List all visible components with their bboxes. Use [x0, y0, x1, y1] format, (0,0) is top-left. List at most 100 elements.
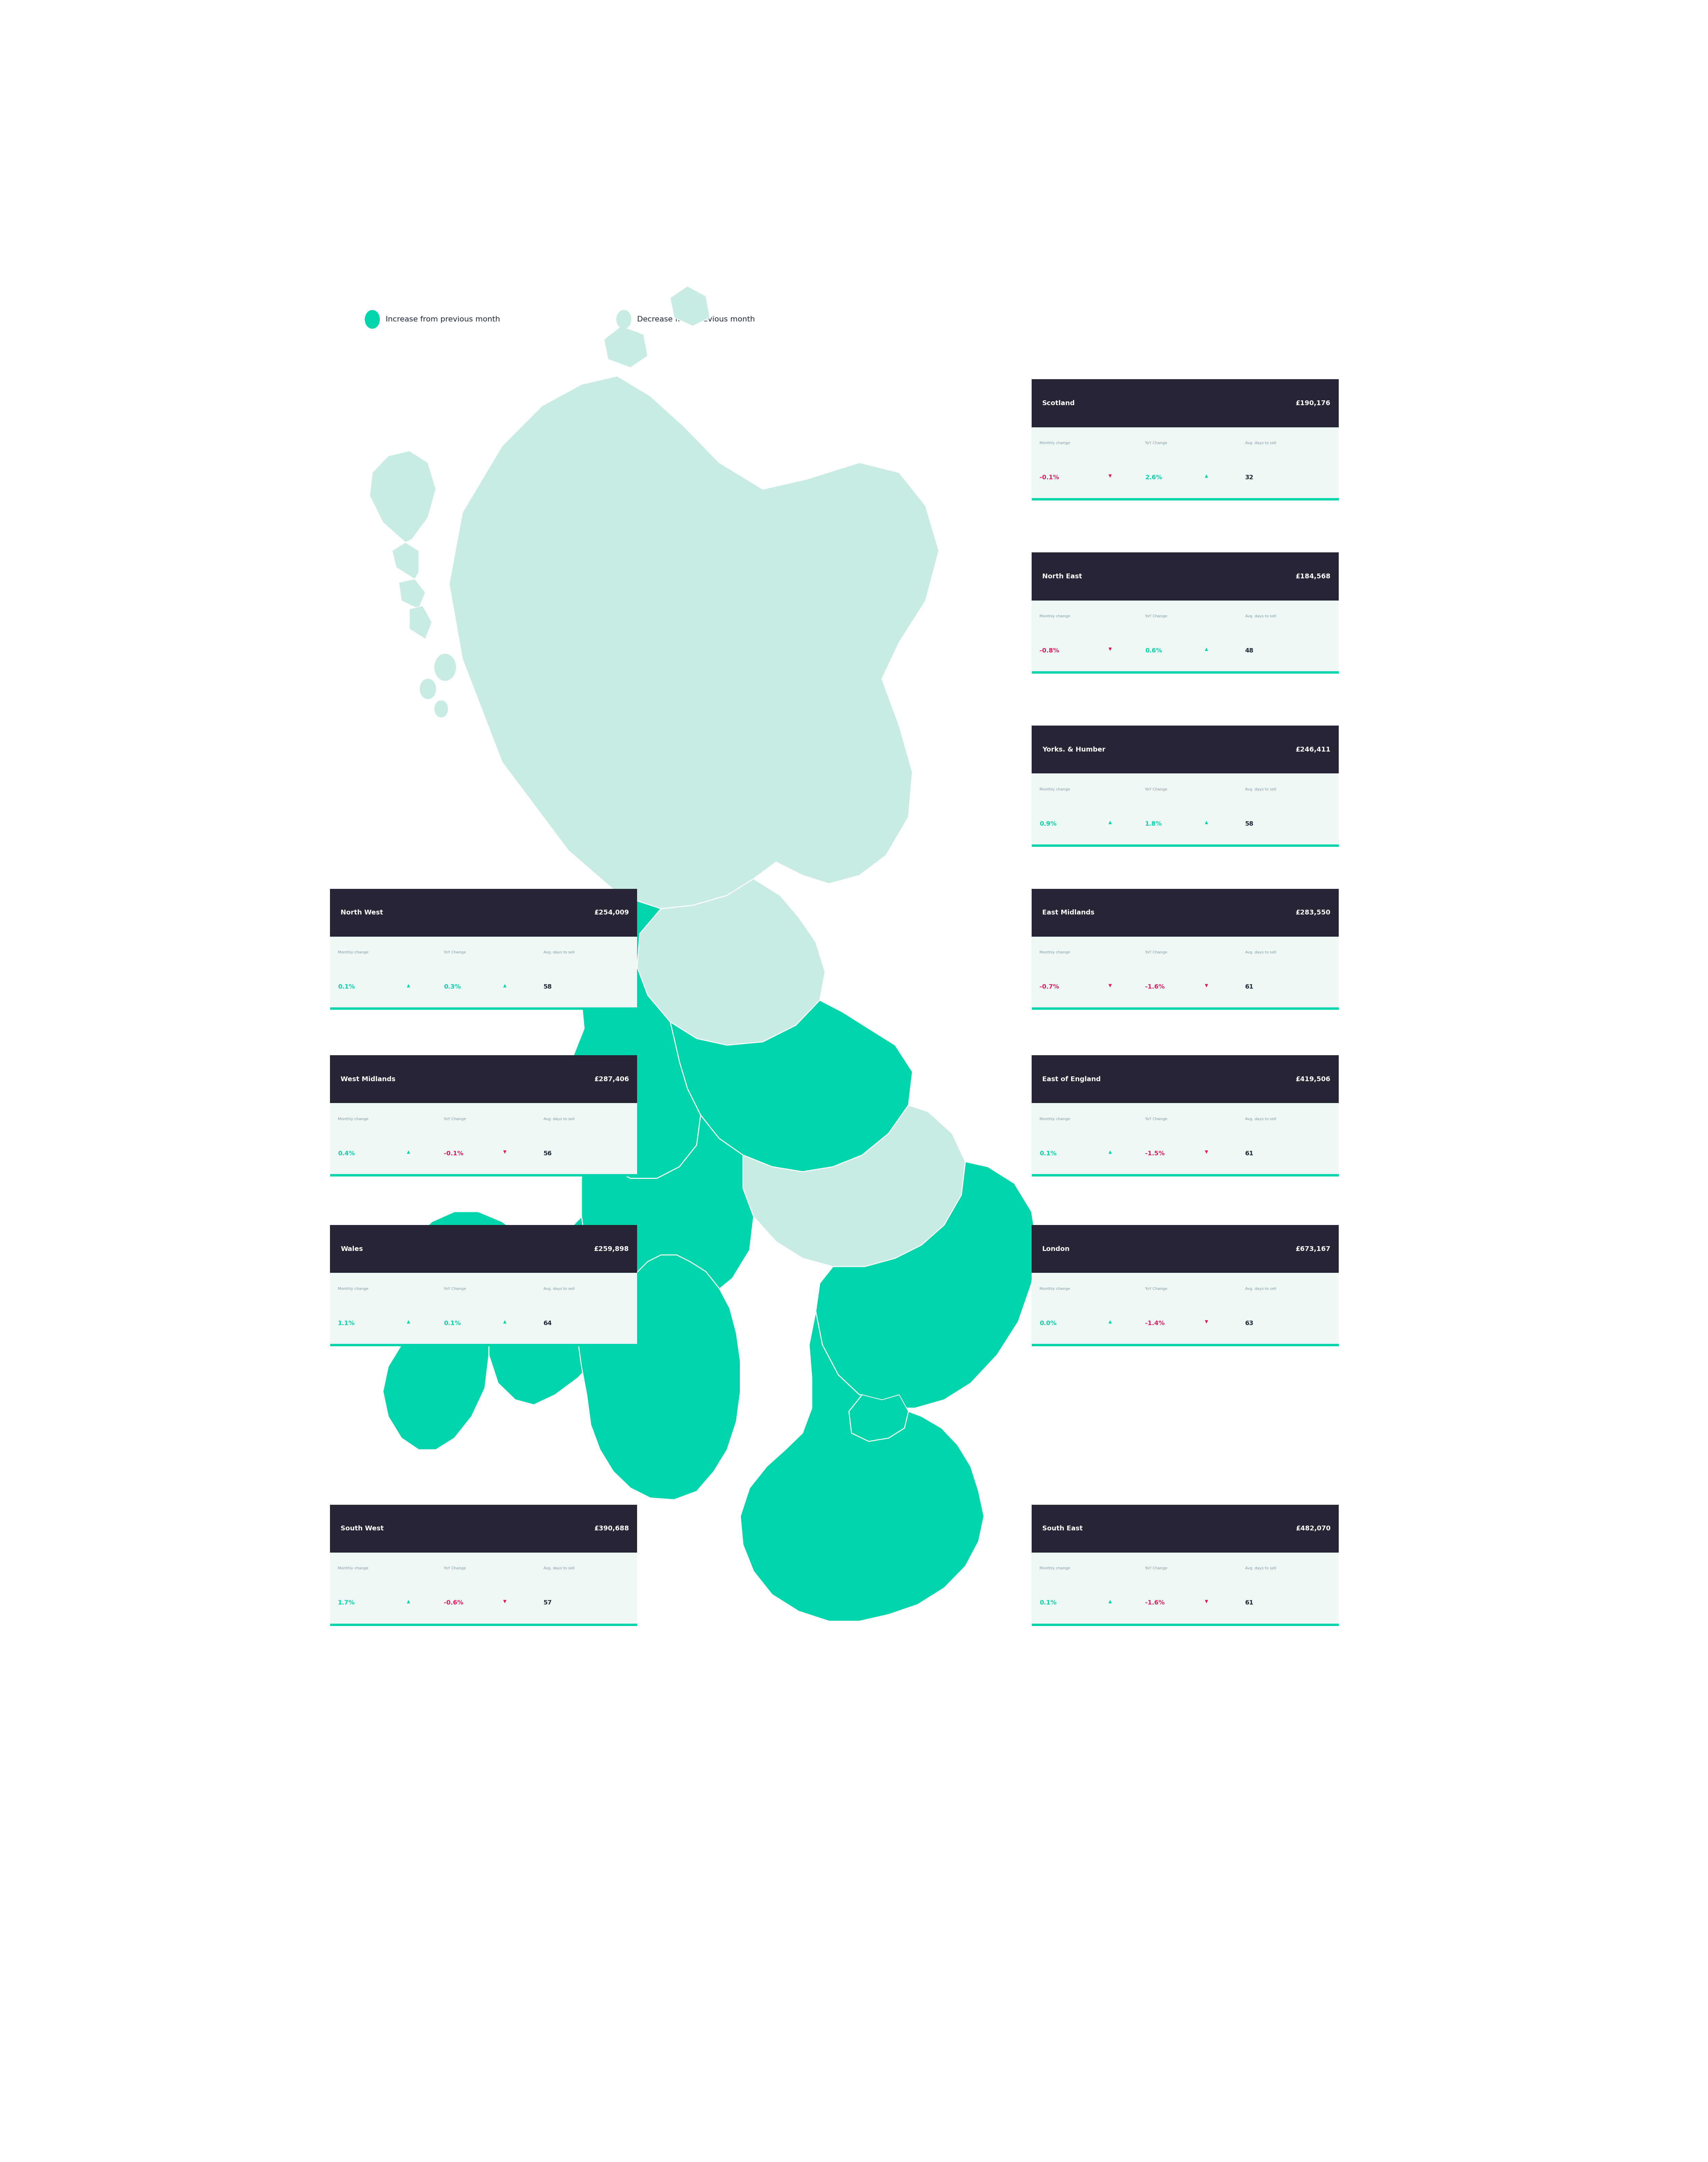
Polygon shape — [740, 1312, 984, 1622]
Text: ▲: ▲ — [1108, 819, 1112, 824]
Bar — [1032, 1505, 1339, 1552]
Text: ▼: ▼ — [504, 1600, 507, 1604]
Polygon shape — [581, 1116, 753, 1312]
Polygon shape — [383, 1211, 740, 1500]
Polygon shape — [400, 579, 425, 610]
Text: ▼: ▼ — [504, 1150, 507, 1155]
Text: ▲: ▲ — [1108, 1150, 1112, 1155]
Text: ▲: ▲ — [407, 1319, 410, 1323]
Text: Monthly change: Monthly change — [1040, 787, 1069, 791]
Bar — [1032, 1055, 1339, 1103]
Circle shape — [434, 700, 447, 718]
Text: Avg. days to sell: Avg. days to sell — [1245, 951, 1276, 953]
Text: 0.1%: 0.1% — [444, 1321, 461, 1325]
Text: YoY Change: YoY Change — [1144, 1286, 1168, 1291]
Polygon shape — [393, 543, 418, 579]
Bar — [1032, 1273, 1339, 1345]
Text: YoY Change: YoY Change — [444, 1567, 466, 1570]
Text: £246,411: £246,411 — [1296, 746, 1331, 752]
Bar — [330, 1552, 637, 1624]
Text: Monthly change: Monthly change — [338, 1286, 369, 1291]
Text: -0.8%: -0.8% — [1040, 649, 1059, 653]
Bar — [330, 1103, 637, 1174]
Bar — [330, 1226, 637, 1273]
Text: Scotland: Scotland — [1042, 400, 1074, 406]
Text: Yorks. & Humber: Yorks. & Humber — [1042, 746, 1105, 752]
Text: Monthly change: Monthly change — [338, 951, 369, 953]
Polygon shape — [670, 1001, 912, 1172]
Text: 0.9%: 0.9% — [1040, 822, 1057, 826]
Text: YoY Change: YoY Change — [1144, 1118, 1168, 1120]
Text: ▼: ▼ — [1204, 1150, 1208, 1155]
Text: YoY Change: YoY Change — [1144, 1567, 1168, 1570]
Polygon shape — [449, 376, 939, 908]
Text: £254,009: £254,009 — [594, 910, 629, 917]
Text: ▲: ▲ — [407, 1600, 410, 1604]
Bar — [330, 1505, 637, 1552]
Polygon shape — [670, 285, 711, 326]
Text: Avg. days to sell: Avg. days to sell — [1245, 1118, 1276, 1120]
Text: £287,406: £287,406 — [594, 1077, 629, 1083]
Text: £482,070: £482,070 — [1296, 1526, 1331, 1533]
Text: £184,568: £184,568 — [1296, 573, 1331, 579]
Text: Monthly change: Monthly change — [338, 1567, 369, 1570]
Text: ▼: ▼ — [1108, 646, 1112, 651]
Text: East Midlands: East Midlands — [1042, 910, 1095, 917]
Text: West Midlands: West Midlands — [340, 1077, 396, 1083]
Text: Avg. days to sell: Avg. days to sell — [543, 1118, 574, 1120]
Text: -0.7%: -0.7% — [1040, 984, 1059, 990]
Text: ▲: ▲ — [407, 984, 410, 988]
Text: YoY Change: YoY Change — [1144, 787, 1168, 791]
Text: Monthly change: Monthly change — [338, 1118, 369, 1120]
Text: North West: North West — [340, 910, 383, 917]
Text: 48: 48 — [1245, 649, 1254, 653]
Text: 1.7%: 1.7% — [338, 1600, 355, 1606]
Bar — [1032, 936, 1339, 1007]
Text: YoY Change: YoY Change — [1144, 951, 1168, 953]
Text: 61: 61 — [1245, 984, 1254, 990]
Text: 0.4%: 0.4% — [338, 1150, 355, 1157]
Polygon shape — [369, 452, 436, 543]
Text: ▼: ▼ — [1204, 984, 1208, 988]
Text: South East: South East — [1042, 1526, 1083, 1533]
Polygon shape — [410, 605, 432, 640]
Polygon shape — [743, 1105, 965, 1267]
Text: 56: 56 — [543, 1150, 552, 1157]
Text: Wales: Wales — [340, 1245, 362, 1252]
Bar — [330, 1273, 637, 1345]
Bar — [1032, 378, 1339, 428]
Polygon shape — [569, 899, 700, 1178]
Bar — [330, 936, 637, 1007]
Text: -0.1%: -0.1% — [1040, 473, 1059, 480]
Text: East of England: East of England — [1042, 1077, 1100, 1083]
Circle shape — [366, 309, 379, 329]
Bar — [1032, 1552, 1339, 1624]
Circle shape — [420, 679, 436, 698]
Text: 0.1%: 0.1% — [338, 984, 355, 990]
Text: 1.1%: 1.1% — [338, 1321, 355, 1325]
Text: YoY Change: YoY Change — [444, 1118, 466, 1120]
Bar — [1032, 889, 1339, 936]
Text: 64: 64 — [543, 1321, 552, 1325]
Text: 0.6%: 0.6% — [1144, 649, 1161, 653]
Text: 61: 61 — [1245, 1600, 1254, 1606]
Text: £419,506: £419,506 — [1296, 1077, 1331, 1083]
Circle shape — [456, 536, 487, 575]
Text: 0.1%: 0.1% — [1040, 1150, 1057, 1157]
Text: YoY Change: YoY Change — [444, 951, 466, 953]
Text: ▼: ▼ — [1204, 1319, 1208, 1323]
Text: 0.1%: 0.1% — [1040, 1600, 1057, 1606]
Polygon shape — [816, 1161, 1037, 1407]
Text: Avg. days to sell: Avg. days to sell — [543, 1567, 574, 1570]
Text: Monthly change: Monthly change — [1040, 614, 1069, 618]
Bar — [330, 889, 637, 936]
Bar — [1032, 1103, 1339, 1174]
Text: Monthly change: Monthly change — [1040, 1567, 1069, 1570]
Text: North East: North East — [1042, 573, 1081, 579]
Text: Monthly change: Monthly change — [1040, 1286, 1069, 1291]
Text: -1.4%: -1.4% — [1144, 1321, 1165, 1325]
Text: Decrease from previous month: Decrease from previous month — [637, 316, 755, 322]
Text: YoY Change: YoY Change — [1144, 614, 1168, 618]
Text: 2.6%: 2.6% — [1144, 473, 1161, 480]
Text: £673,167: £673,167 — [1296, 1245, 1331, 1252]
